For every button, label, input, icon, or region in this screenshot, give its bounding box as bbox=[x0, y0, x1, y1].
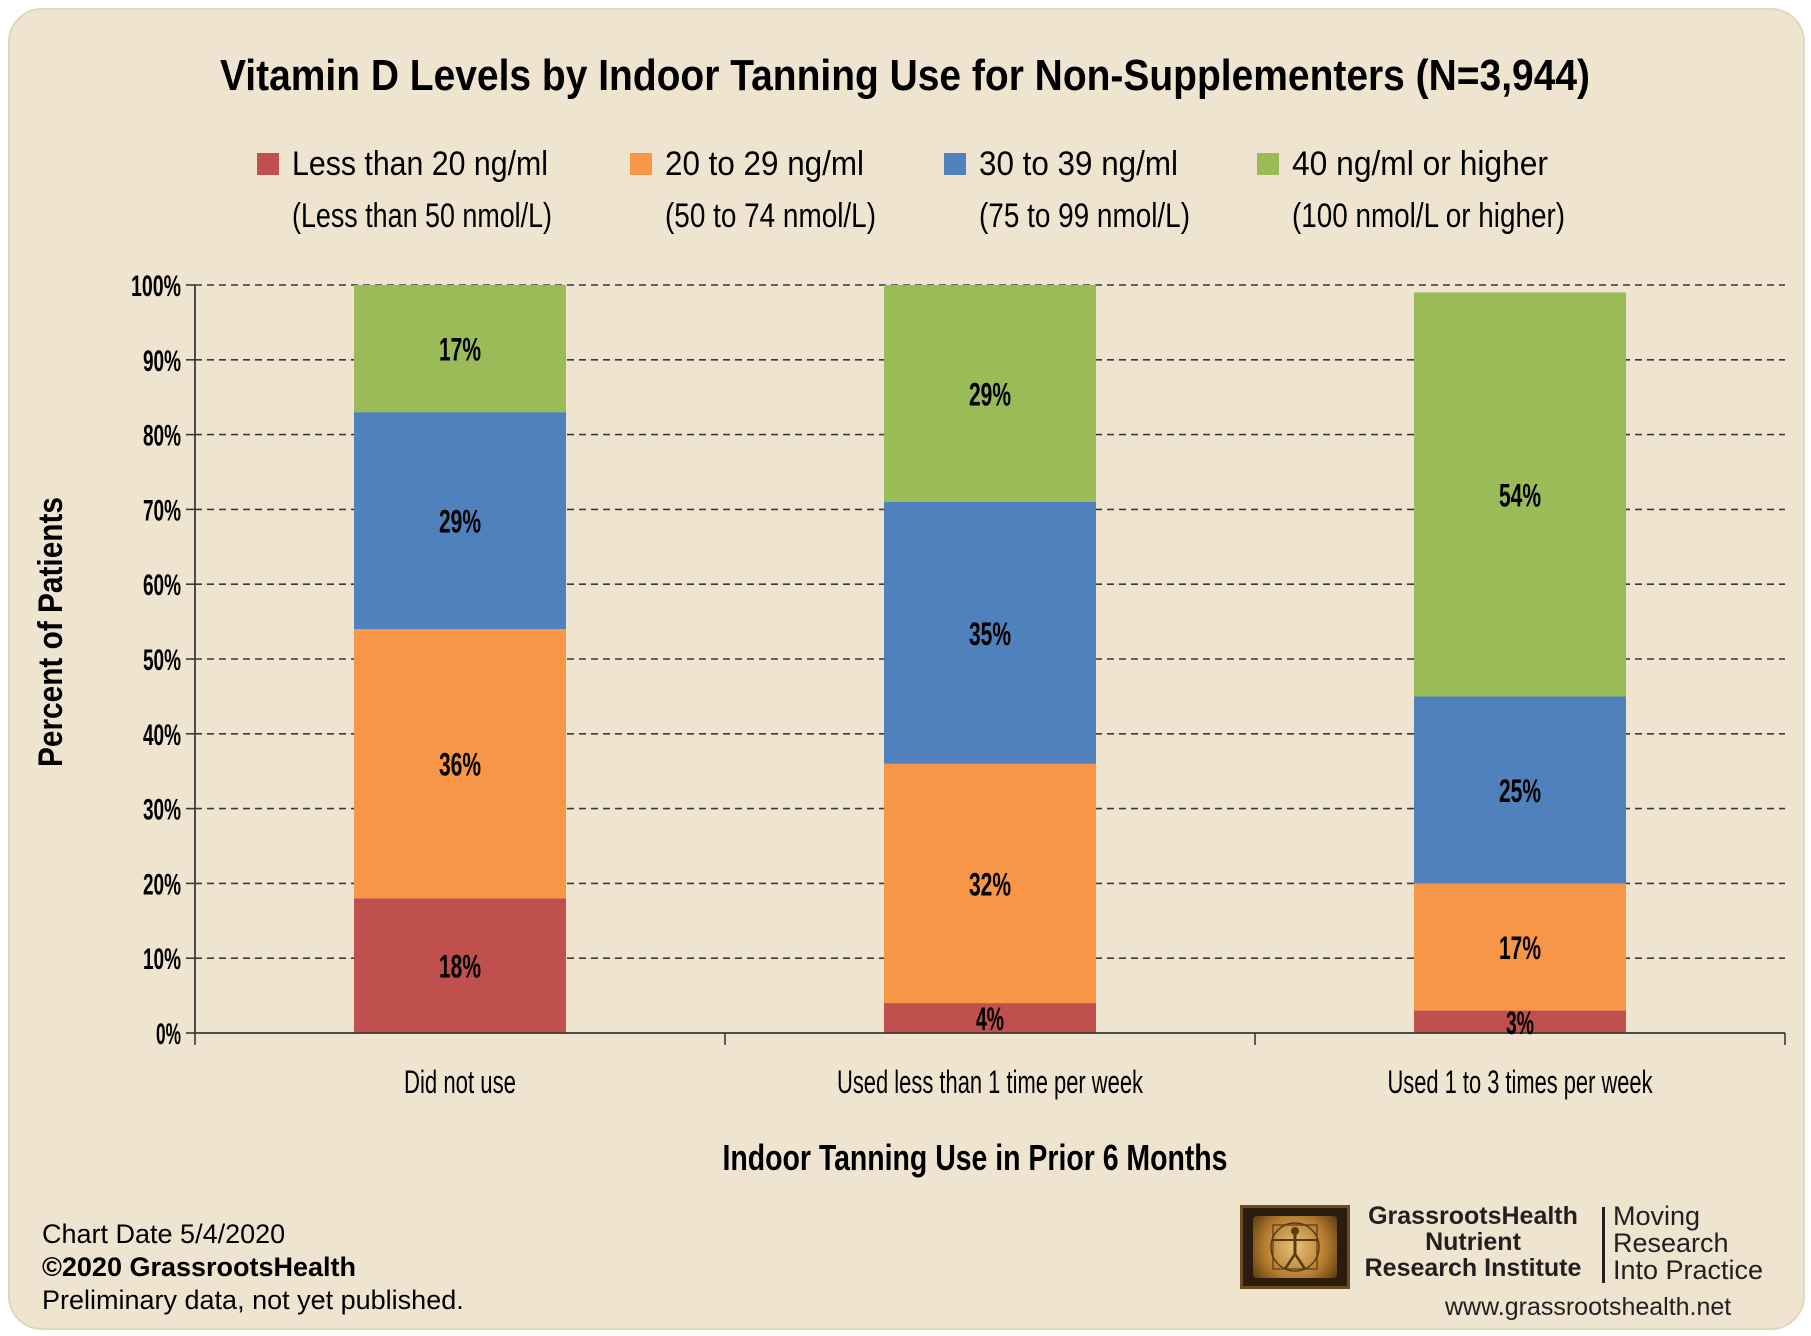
legend-swatch bbox=[257, 153, 279, 175]
data-labels: 18% 36% 29% 17% 4% 32% 35% 29% 3% 17% 25% 54% bbox=[439, 332, 1541, 1041]
y-tick-label: 70% bbox=[143, 494, 181, 527]
x-category-label: Did not use bbox=[404, 1064, 516, 1100]
bars bbox=[354, 285, 1626, 1033]
org-name: GrassrootsHealth Nutrient Research Insti… bbox=[1348, 1203, 1598, 1281]
bar-segment bbox=[1414, 292, 1626, 697]
bar-segment bbox=[884, 763, 1096, 1004]
vitruvian-logo-icon bbox=[1240, 1205, 1350, 1289]
data-label: 3% bbox=[1506, 1005, 1534, 1041]
bar-segment bbox=[884, 1003, 1096, 1033]
legend-sublabel: (Less than 50 nmol/L) bbox=[292, 197, 552, 235]
data-label: 29% bbox=[969, 376, 1011, 412]
bar-segment bbox=[354, 629, 566, 899]
bar-segment bbox=[884, 501, 1096, 764]
data-label: 17% bbox=[1499, 930, 1541, 966]
y-tick-label: 80% bbox=[143, 420, 181, 453]
x-axis-categories: Did not use Used less than 1 time per wee… bbox=[404, 1064, 1653, 1100]
preliminary-note: Preliminary data, not yet published. bbox=[42, 1285, 464, 1315]
y-tick-label: 40% bbox=[143, 719, 181, 752]
legend-label: 30 to 39 ng/ml bbox=[979, 145, 1178, 183]
legend-sublabel: (75 to 99 nmol/L) bbox=[979, 197, 1190, 235]
y-tick-label: 0% bbox=[156, 1018, 181, 1051]
bar-segment bbox=[1414, 1010, 1626, 1033]
bar-segment bbox=[354, 898, 566, 1033]
bar-segment bbox=[884, 285, 1096, 502]
org-name-line3: Research Institute bbox=[1364, 1254, 1582, 1282]
y-tick-label: 10% bbox=[143, 943, 181, 976]
y-tick-label: 100% bbox=[131, 270, 181, 303]
y-tick-label: 90% bbox=[143, 345, 181, 378]
data-label: 36% bbox=[439, 747, 481, 783]
data-label: 18% bbox=[439, 949, 481, 985]
bar-segment bbox=[354, 412, 566, 630]
legend-swatch bbox=[944, 153, 966, 175]
legend-swatch bbox=[1257, 153, 1279, 175]
brand-block: GrassrootsHealth Nutrient Research Insti… bbox=[1240, 1203, 1783, 1321]
data-label: 29% bbox=[439, 504, 481, 540]
legend: Less than 20 ng/ml (Less than 50 nmol/L) 2… bbox=[257, 145, 1565, 235]
legend-label: 20 to 29 ng/ml bbox=[665, 145, 864, 183]
legend-label: 40 ng/ml or higher bbox=[1292, 145, 1548, 183]
y-tick-label: 60% bbox=[143, 569, 181, 602]
y-tick-label: 20% bbox=[143, 868, 181, 901]
bar-segment bbox=[1414, 883, 1626, 1011]
website-link[interactable]: www.grassrootshealth.net bbox=[1445, 1293, 1732, 1321]
y-axis-ticks: 0% 10% 20% 30% 40% 50% 60% 70% 80% 90% 100% bbox=[131, 270, 195, 1051]
y-tick-label: 30% bbox=[143, 794, 181, 827]
data-label: 17% bbox=[439, 332, 481, 368]
legend-sublabel: (50 to 74 nmol/L) bbox=[665, 197, 876, 235]
chart-title: Vitamin D Levels by Indoor Tanning Use f… bbox=[220, 51, 1590, 100]
data-label: 32% bbox=[969, 866, 1011, 902]
tagline-line3: Into Practice bbox=[1613, 1255, 1764, 1285]
legend-swatch bbox=[630, 153, 652, 175]
tagline: Moving Research Into Practice bbox=[1613, 1203, 1783, 1284]
x-category-label: Used less than 1 time per week bbox=[837, 1064, 1144, 1100]
chart-date: Chart Date 5/4/2020 bbox=[42, 1219, 286, 1249]
org-name-line2: Nutrient bbox=[1425, 1228, 1521, 1256]
brand-divider bbox=[1602, 1207, 1605, 1283]
org-name-line1: GrassrootsHealth bbox=[1368, 1202, 1578, 1230]
bar-segment bbox=[354, 285, 566, 413]
bar-segment bbox=[1414, 696, 1626, 884]
copyright: ©2020 GrassrootsHealth bbox=[42, 1252, 357, 1282]
legend-sublabel: (100 nmol/L or higher) bbox=[1292, 197, 1565, 235]
data-label: 4% bbox=[976, 1001, 1004, 1037]
data-label: 54% bbox=[1499, 477, 1541, 513]
data-label: 25% bbox=[1499, 773, 1541, 809]
legend-label: Less than 20 ng/ml bbox=[292, 145, 548, 183]
x-axis-title: Indoor Tanning Use in Prior 6 Months bbox=[723, 1137, 1228, 1178]
y-axis-title: Percent of Patients bbox=[32, 497, 70, 767]
tagline-line2: Research bbox=[1613, 1228, 1729, 1258]
data-label: 35% bbox=[969, 616, 1011, 652]
y-tick-label: 50% bbox=[143, 644, 181, 677]
x-category-label: Used 1 to 3 times per week bbox=[1388, 1064, 1654, 1100]
tagline-line1: Moving bbox=[1613, 1201, 1701, 1231]
footer: Chart Date 5/4/2020 ©2020 GrassrootsHeal… bbox=[42, 1218, 464, 1317]
